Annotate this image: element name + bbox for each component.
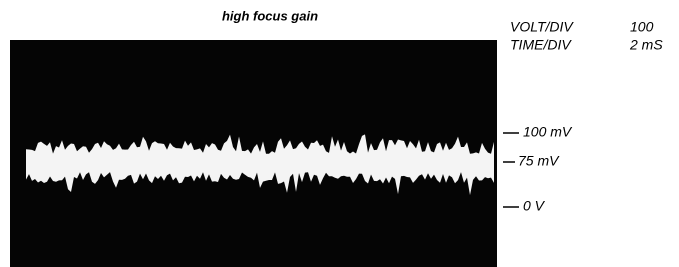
scope-figure: high focus gain VOLT/DIV 100 TIME/DIV 2 …: [0, 0, 679, 267]
level-label: 100 mV: [523, 124, 573, 140]
level-label: 0 V: [523, 198, 546, 214]
setting-label: VOLT/DIV: [510, 19, 574, 35]
level-label: 75 mV: [518, 153, 560, 169]
setting-value: 2 mS: [629, 37, 663, 53]
setting-label: TIME/DIV: [510, 37, 572, 53]
figure-title: high focus gain: [222, 8, 318, 23]
setting-value: 100: [630, 19, 654, 35]
